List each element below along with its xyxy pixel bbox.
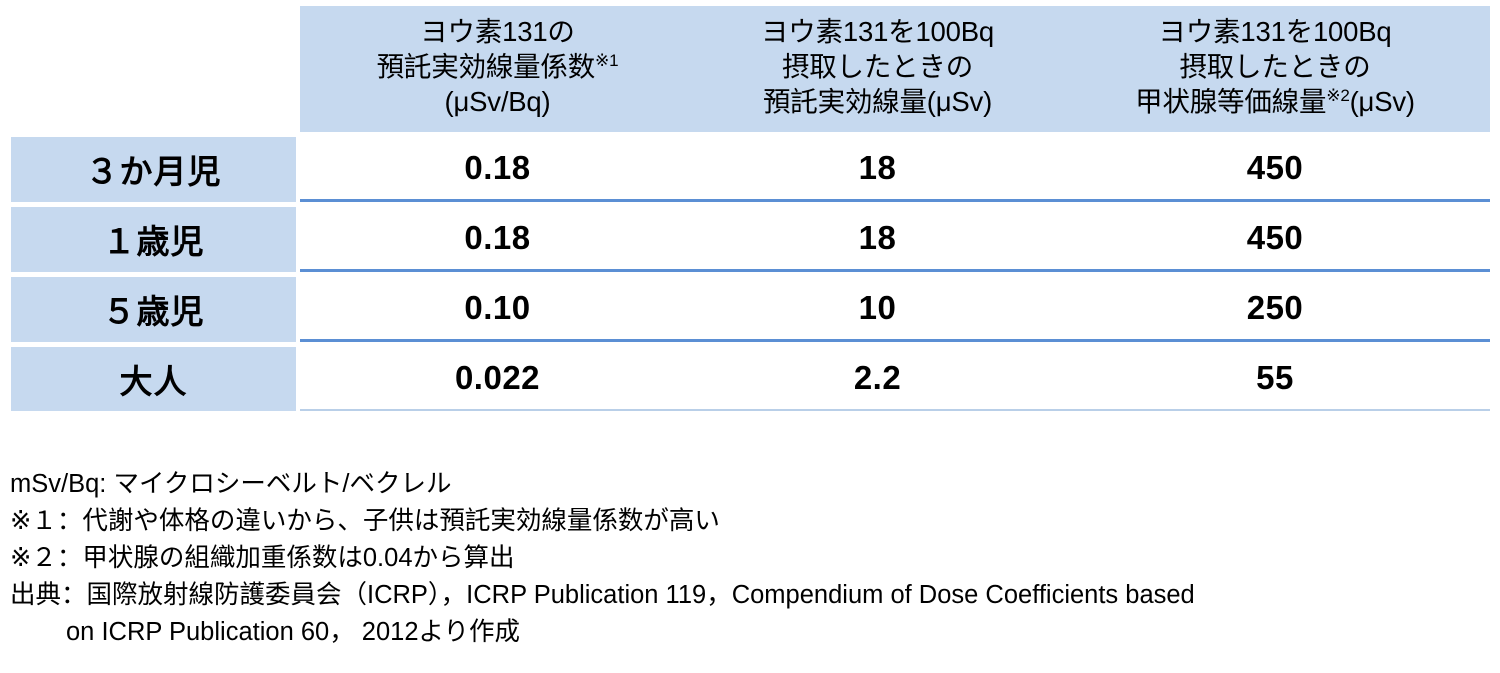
gap-cell	[296, 341, 300, 347]
row-label-3-month-old: ３か月児	[11, 136, 296, 202]
note-source-line-2: on ICRP Publication 60， 2012より作成	[66, 618, 520, 646]
header-line-3-pre: 甲状腺等価線量	[1135, 86, 1327, 118]
gap-cell	[300, 201, 695, 207]
row-spacer	[296, 276, 300, 342]
gap-cell	[695, 201, 1060, 207]
dose-table-container: ヨウ素131の 預託実効線量係数※1 (μSv/Bq) ヨウ素131を100Bq…	[11, 6, 1490, 411]
gap-cell	[11, 131, 296, 137]
gap-cell	[300, 341, 695, 347]
row-gap	[11, 201, 1490, 207]
note-source-line-1: 出典：国際放射線防護委員会（ICRP），ICRP Publication 119…	[10, 581, 1195, 609]
header-line-3-post: (μSv)	[1349, 86, 1415, 118]
footnotes-block: mSv/Bq: マイクロシーベルト/ベクレル ※１：代謝や体格の違いから、子供は…	[10, 466, 1490, 651]
header-corner-cell	[11, 6, 296, 132]
footnote-marker-1: ※1	[595, 51, 619, 71]
header-line-2: 摂取したときの	[781, 51, 974, 83]
gap-cell	[11, 341, 296, 347]
row-label-5-year-old: ５歳児	[11, 276, 296, 342]
gap-cell	[1060, 271, 1490, 277]
column-header-committed-effective-dose: ヨウ素131を100Bq 摂取したときの 預託実効線量(μSv)	[695, 6, 1060, 132]
header-line-2-text: 預託実効線量係数	[376, 51, 596, 83]
header-line-3: 預託実効線量(μSv)	[762, 86, 993, 118]
table-row: ５歳児 0.10 10 250	[11, 276, 1490, 342]
note-footnote-1: ※１：代謝や体格の違いから、子供は預託実効線量係数が高い	[10, 507, 720, 535]
dose-coefficient-table: ヨウ素131の 預託実効線量係数※1 (μSv/Bq) ヨウ素131を100Bq…	[11, 6, 1490, 411]
header-line-2: 預託実効線量係数※1	[306, 49, 689, 84]
gap-cell	[296, 271, 300, 277]
cell-thyroid-equivalent-dose: 55	[1060, 346, 1490, 411]
cell-dose-coefficient: 0.18	[300, 136, 695, 202]
row-label-adult: 大人	[11, 346, 296, 411]
cell-dose-coefficient: 0.18	[300, 206, 695, 272]
gap-cell	[1060, 131, 1490, 137]
gap-cell	[296, 201, 300, 207]
row-label-1-year-old: １歳児	[11, 206, 296, 272]
row-gap	[11, 341, 1490, 347]
gap-cell	[695, 131, 1060, 137]
column-header-dose-coefficient: ヨウ素131の 預託実効線量係数※1 (μSv/Bq)	[300, 6, 695, 132]
cell-committed-effective-dose: 18	[695, 206, 1060, 272]
gap-cell	[1060, 341, 1490, 347]
header-corner-spacer	[296, 6, 300, 132]
cell-committed-effective-dose: 18	[695, 136, 1060, 202]
header-line-3: 甲状腺等価線量※2(μSv)	[1066, 84, 1484, 119]
gap-cell	[695, 341, 1060, 347]
cell-committed-effective-dose: 10	[695, 276, 1060, 342]
row-spacer	[296, 206, 300, 272]
cell-thyroid-equivalent-dose: 250	[1060, 276, 1490, 342]
column-header-thyroid-equivalent-dose: ヨウ素131を100Bq 摂取したときの 甲状腺等価線量※2(μSv)	[1060, 6, 1490, 132]
gap-cell	[296, 131, 300, 137]
gap-cell	[300, 271, 695, 277]
note-unit-definition: mSv/Bq: マイクロシーベルト/ベクレル	[10, 470, 452, 498]
header-line-1: ヨウ素131の	[420, 16, 575, 47]
table-header-row: ヨウ素131の 預託実効線量係数※1 (μSv/Bq) ヨウ素131を100Bq…	[11, 6, 1490, 132]
header-line-3: (μSv/Bq)	[444, 86, 551, 118]
row-spacer	[296, 346, 300, 411]
header-line-2: 摂取したときの	[1179, 51, 1371, 83]
gap-cell	[695, 271, 1060, 277]
gap-cell	[11, 201, 296, 207]
note-footnote-2: ※２：甲状腺の組織加重係数は0.04から算出	[10, 544, 515, 572]
row-spacer	[296, 136, 300, 202]
footnote-marker-2: ※2	[1326, 86, 1350, 106]
cell-thyroid-equivalent-dose: 450	[1060, 206, 1490, 272]
table-row: １歳児 0.18 18 450	[11, 206, 1490, 272]
cell-dose-coefficient: 0.10	[300, 276, 695, 342]
header-line-1: ヨウ素131を100Bq	[760, 16, 994, 47]
row-gap	[11, 271, 1490, 277]
gap-cell	[11, 271, 296, 277]
cell-thyroid-equivalent-dose: 450	[1060, 136, 1490, 202]
table-row: 大人 0.022 2.2 55	[11, 346, 1490, 411]
cell-dose-coefficient: 0.022	[300, 346, 695, 411]
header-body-gap	[11, 131, 1490, 137]
header-line-1: ヨウ素131を100Bq	[1158, 16, 1392, 47]
gap-cell	[300, 131, 695, 137]
table-row: ３か月児 0.18 18 450	[11, 136, 1490, 202]
gap-cell	[1060, 201, 1490, 207]
cell-committed-effective-dose: 2.2	[695, 346, 1060, 411]
